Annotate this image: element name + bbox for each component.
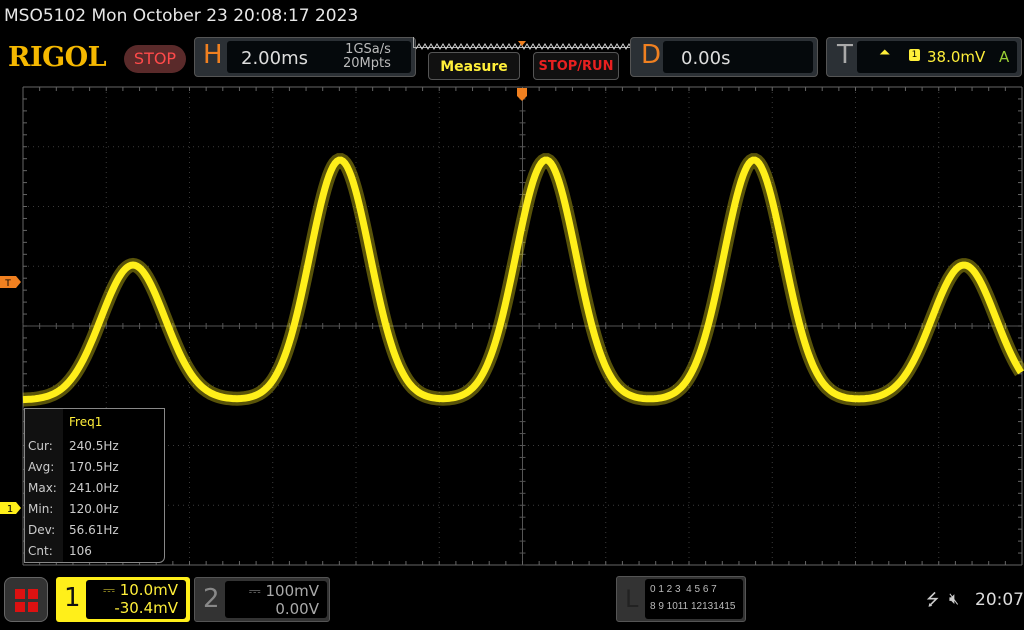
measurement-row-label: Min: bbox=[28, 502, 54, 516]
digital-channels-row-2: 8 9 1011 12131415 bbox=[650, 601, 736, 612]
horizontal-panel-inner bbox=[227, 41, 411, 73]
rising-edge-icon: ⏶ bbox=[879, 45, 891, 61]
measurement-row-value: 170.5Hz bbox=[69, 460, 119, 474]
timebase-value: 2.00ms bbox=[241, 48, 308, 69]
measurement-row-value: 241.0Hz bbox=[69, 481, 119, 495]
logic-label: L bbox=[625, 585, 639, 613]
channel-1-offset: -30.4mV bbox=[114, 599, 178, 617]
dc-coupling-icon: ⎓ bbox=[102, 581, 120, 599]
channel-1-offset-marker[interactable]: 1 bbox=[0, 502, 21, 515]
dc-coupling-icon: ⎓ bbox=[248, 582, 266, 600]
measurement-row-value: 120.0Hz bbox=[69, 502, 119, 516]
graticule bbox=[22, 86, 1023, 566]
usb-icon: ⭍ bbox=[926, 590, 940, 609]
channel-2-inner: ⎓ 100mV 0.00V bbox=[225, 581, 327, 618]
trigger-position-marker[interactable] bbox=[517, 88, 527, 101]
channel-1-panel[interactable]: 1 ⎓ 10.0mV -30.4mV bbox=[56, 577, 190, 622]
memory-depth: 20Mpts bbox=[343, 56, 391, 71]
measurement-row-label: Max: bbox=[28, 481, 57, 495]
clock: 20:07 bbox=[975, 590, 1024, 610]
trigger-level: 38.0mV bbox=[927, 48, 986, 66]
trace-channel-1 bbox=[22, 153, 1024, 407]
trigger-panel[interactable]: T ⏶ 1 38.0mV A bbox=[826, 37, 1022, 77]
channel-1-marker-label: 1 bbox=[7, 504, 13, 515]
memory-waveform-icon bbox=[415, 41, 636, 50]
digital-channels-row-1: 0 1 2 3 4 5 6 7 bbox=[650, 584, 717, 595]
measurement-title: Freq1 bbox=[69, 415, 103, 429]
measurement-row-value: 106 bbox=[69, 544, 92, 558]
speaker-muted-icon[interactable]: 🔇︎ bbox=[949, 589, 960, 608]
measurement-label-column bbox=[25, 409, 63, 562]
trigger-level-marker[interactable]: T bbox=[0, 276, 21, 289]
window-title: MSO5102 Mon October 23 20:08:17 2023 bbox=[4, 6, 359, 26]
delay-value: 0.00s bbox=[681, 48, 731, 69]
measurement-row-value: 56.61Hz bbox=[69, 523, 119, 537]
delay-panel-inner bbox=[663, 41, 813, 73]
rigol-logo: RIGOL bbox=[8, 42, 107, 73]
logic-analyzer-panel[interactable]: L 0 1 2 3 4 5 6 7 8 9 1011 12131415 bbox=[616, 576, 746, 622]
channel-2-offset: 0.00V bbox=[275, 600, 319, 618]
measurement-statistics-panel[interactable]: Freq1 Cur: 240.5Hz Avg: 170.5Hz Max: 241.0Hz M… bbox=[24, 408, 165, 563]
trigger-panel-inner bbox=[857, 41, 1017, 73]
channel-2-number: 2 bbox=[203, 584, 220, 614]
horizontal-label: H bbox=[203, 40, 223, 70]
horizontal-panel[interactable]: H 2.00ms 1GSa/s 20Mpts bbox=[194, 37, 416, 77]
trace-line bbox=[22, 156, 1024, 404]
delay-label: D bbox=[641, 40, 662, 70]
measurement-row-value: 240.5Hz bbox=[69, 439, 119, 453]
trigger-mode: A bbox=[999, 48, 1010, 66]
measurement-row-label: Cnt: bbox=[28, 544, 53, 558]
run-state-badge[interactable]: STOP bbox=[124, 45, 186, 73]
channel-2-panel[interactable]: 2 ⎓ 100mV 0.00V bbox=[194, 577, 330, 622]
channel-2-scale: 100mV bbox=[265, 582, 319, 600]
trigger-source: 1 bbox=[909, 49, 920, 61]
trigger-level-label: T bbox=[4, 279, 11, 289]
grid-menu-icon bbox=[15, 589, 38, 612]
measurement-row-label: Avg: bbox=[28, 460, 55, 474]
stop-run-button[interactable]: STOP/RUN bbox=[533, 52, 619, 80]
measurement-row-label: Dev: bbox=[28, 523, 56, 537]
sample-info: 1GSa/s 20Mpts bbox=[343, 43, 391, 71]
logic-inner: 0 1 2 3 4 5 6 7 8 9 1011 12131415 bbox=[645, 579, 743, 619]
main-menu-button[interactable] bbox=[4, 577, 48, 622]
sample-rate: 1GSa/s bbox=[345, 42, 391, 57]
measurement-row-label: Cur: bbox=[28, 439, 53, 453]
trigger-label: T bbox=[837, 40, 853, 70]
measure-button[interactable]: Measure bbox=[428, 52, 520, 80]
channel-1-number: 1 bbox=[64, 583, 81, 613]
channel-1-inner: ⎓ 10.0mV -30.4mV bbox=[86, 580, 186, 619]
channel-1-scale: 10.0mV bbox=[119, 581, 178, 599]
delay-panel[interactable]: D 0.00s bbox=[630, 37, 818, 77]
